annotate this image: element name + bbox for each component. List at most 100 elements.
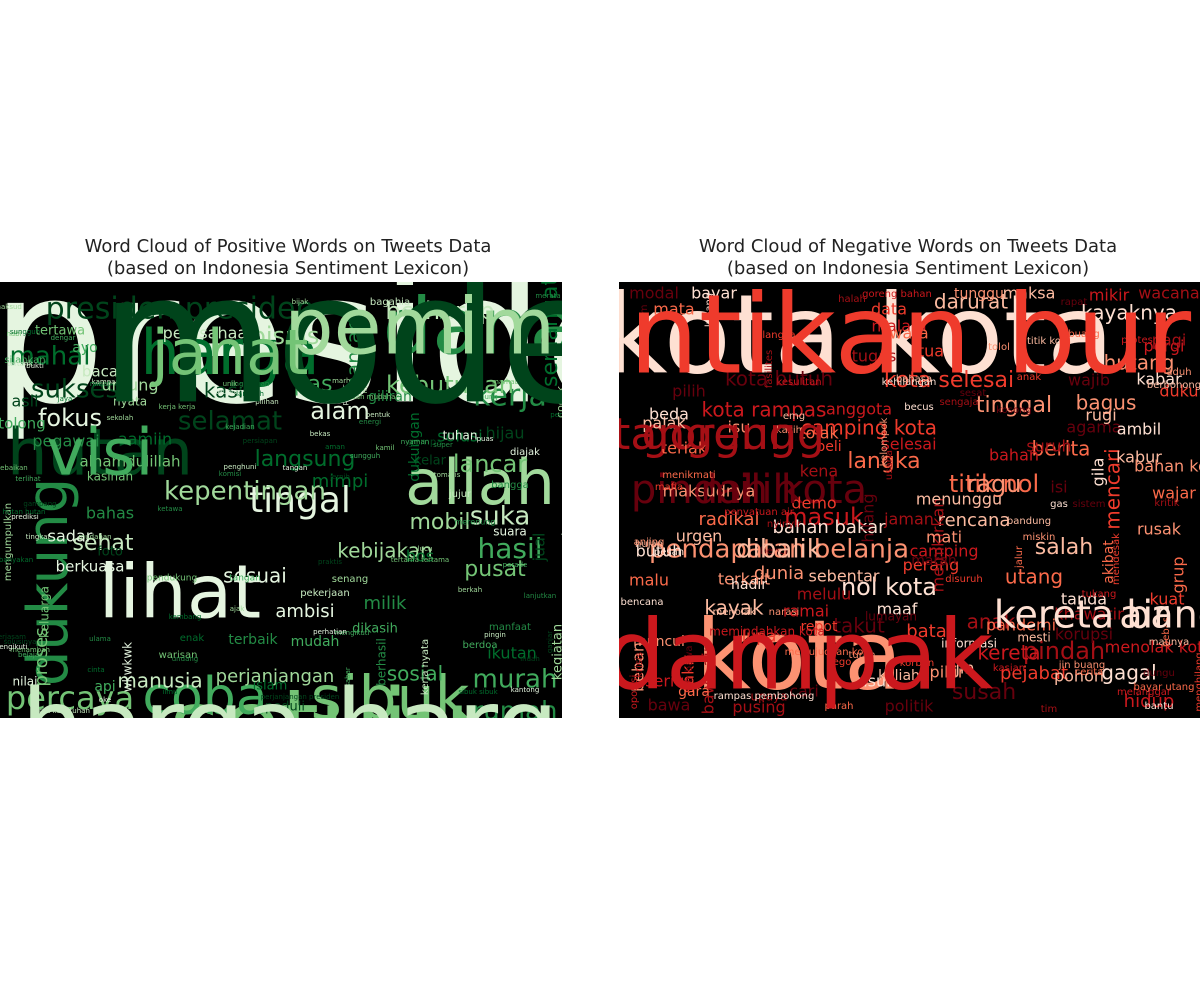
positive-word-112: indah — [520, 655, 540, 663]
positive-word-47: bahas — [86, 504, 134, 523]
positive-word-89: foto — [97, 545, 123, 560]
positive-word-77: kasihan — [87, 470, 133, 484]
negative-word-168: nyinyir — [767, 519, 802, 530]
positive-word-36: kebijakan — [337, 539, 432, 563]
negative-word-191: dampak — [619, 599, 994, 711]
negative-word-0: kota kota — [619, 282, 1114, 398]
negative-word-39: mikir — [1089, 286, 1130, 305]
negative-word-51: pajak — [642, 414, 686, 433]
negative-word-16: kota rampas — [702, 398, 827, 422]
negative-chart-title: Word Cloud of Negative Words on Tweets D… — [668, 236, 1148, 280]
positive-word-139: lucu — [418, 545, 433, 553]
negative-word-146: lubang — [704, 293, 715, 327]
positive-word-178: harga kebutuhan — [30, 707, 90, 715]
negative-word-131: maunya — [1149, 637, 1190, 648]
negative-word-128: tim — [1041, 704, 1057, 715]
positive-word-166: komisi — [219, 470, 241, 478]
negative-word-37: radikal — [699, 509, 760, 530]
positive-word-12: tingal — [249, 480, 351, 521]
positive-word-123: maksud — [0, 303, 22, 311]
positive-word-148: marhaban — [492, 378, 528, 386]
negative-word-29: utang — [1005, 565, 1063, 589]
negative-word-170: bencana — [621, 597, 664, 608]
negative-word-157: bukti — [752, 342, 763, 367]
negative-word-43: maksa — [1003, 284, 1056, 303]
positive-word-170: tertarik — [7, 360, 34, 368]
positive-word-189: visi — [47, 417, 154, 491]
negative-word-108: maksudnya — [663, 482, 756, 501]
positive-word-11: presiden presiden — [46, 292, 315, 327]
positive-word-73: kelar — [414, 454, 447, 469]
negative-word-117: gara — [678, 684, 710, 700]
negative-word-22: mencari — [1101, 448, 1125, 530]
negative-word-54: beli — [816, 439, 841, 455]
positive-word-54: tolong — [0, 415, 46, 433]
positive-word-157: nyaman — [401, 438, 429, 446]
negative-word-129: dungu — [1143, 668, 1175, 679]
positive-word-65: jual — [530, 533, 549, 563]
positive-word-155: masjid — [361, 370, 369, 393]
negative-word-4: air — [1119, 593, 1169, 637]
negative-word-40: wacana — [1138, 284, 1199, 303]
positive-word-82: wkwkwk — [121, 642, 135, 692]
negative-word-9: pindah — [1023, 637, 1105, 665]
negative-word-36: dunia — [754, 563, 804, 584]
positive-word-23: murah — [473, 665, 558, 695]
positive-word-91: kerja nyata — [420, 639, 431, 695]
negative-word-138: gas — [1050, 499, 1068, 510]
positive-word-134: undang — [172, 655, 199, 663]
positive-word-58: berkuasa — [56, 558, 125, 576]
positive-word-120: persiapan — [243, 437, 278, 445]
positive-word-179: berkah — [458, 586, 482, 594]
negative-word-21: berita — [1032, 437, 1091, 461]
positive-word-83: pekerjaan — [300, 588, 350, 599]
positive-word-162: penghuni — [224, 463, 257, 471]
negative-word-56: suruh — [1026, 437, 1071, 456]
positive-title-line2: (based on Indonesia Sentiment Lexicon) — [106, 258, 470, 279]
positive-word-49: hijau — [486, 424, 525, 443]
positive-word-86: berdoa — [462, 640, 497, 651]
positive-word-138: pingin — [484, 631, 506, 639]
negative-word-132: jin buang — [1058, 660, 1106, 671]
positive-word-146: juta — [356, 348, 364, 362]
positive-word-98: jujur — [448, 489, 472, 500]
positive-word-55: pegawai — [32, 432, 99, 451]
negative-word-80: bawa air — [699, 645, 718, 714]
negative-word-77: akibat — [1101, 540, 1117, 584]
positive-word-20: berharap — [385, 297, 494, 325]
positive-word-0: presiden — [0, 282, 562, 444]
positive-word-171: bijak — [292, 298, 310, 306]
negative-word-85: malu — [629, 571, 669, 590]
positive-word-114: bekas — [310, 430, 331, 438]
negative-word-5: pendapatan belanja — [649, 535, 909, 565]
positive-word-159: aman — [325, 443, 345, 451]
negative-word-98: maaf — [877, 600, 918, 619]
negative-word-124: turun — [848, 650, 875, 661]
positive-word-37: pusat — [464, 557, 526, 582]
negative-word-42: bayar — [691, 284, 737, 303]
positive-word-34: sesuai — [223, 564, 287, 588]
negative-word-55: selesai — [881, 435, 936, 454]
negative-word-194: kereta bandung — [994, 593, 1200, 637]
positive-word-28: suka — [470, 502, 531, 532]
negative-word-150: anak — [1017, 372, 1042, 383]
negative-word-93: pandemi — [986, 616, 1056, 635]
positive-word-cloud: presidenbangetsetujudanahargahutanlihata… — [0, 282, 562, 718]
positive-word-39: milik — [364, 593, 408, 614]
positive-word-181: sungguh — [350, 452, 380, 460]
positive-word-187: pemimpin — [284, 282, 562, 372]
positive-word-7: allah — [405, 446, 555, 519]
positive-word-22: kebutuhan — [386, 371, 514, 399]
negative-word-47: malam — [871, 317, 926, 336]
negative-word-127: kasian — [993, 663, 1025, 674]
negative-word-104: kena — [800, 462, 838, 481]
positive-word-119: pemilik — [550, 411, 562, 419]
negative-word-137: sistem — [1072, 499, 1105, 510]
negative-word-190: pelantikan buruk — [619, 282, 1200, 398]
negative-word-143: goreng bahan — [862, 289, 932, 300]
negative-word-154: becus — [904, 402, 934, 413]
positive-word-125: dengar — [51, 334, 76, 342]
positive-word-9: coba — [142, 667, 267, 718]
positive-word-143: kebanyakan — [0, 556, 33, 564]
positive-word-32: mantap — [342, 318, 366, 395]
